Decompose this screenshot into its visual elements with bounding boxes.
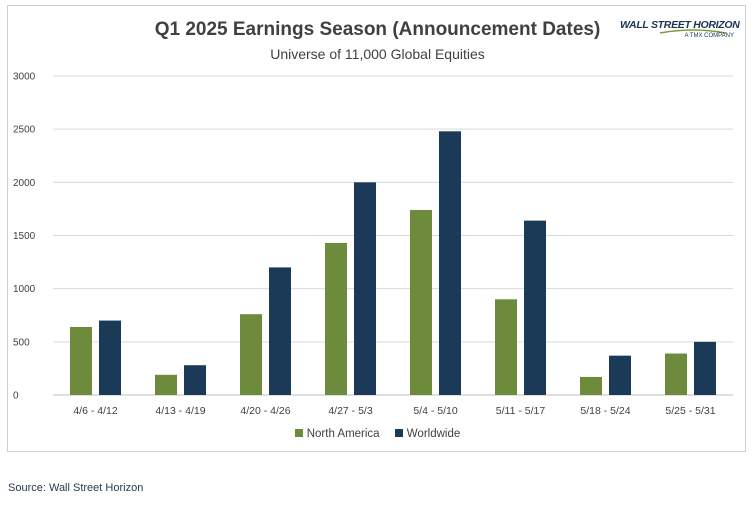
chart-subtitle: Universe of 11,000 Global Equities [270, 46, 485, 62]
bar-north-america [70, 326, 92, 395]
bar-worldwide [269, 267, 291, 395]
chart-title: Q1 2025 Earnings Season (Announcement Da… [154, 19, 601, 40]
x-tick-label: 4/27 - 5/3 [328, 405, 373, 417]
y-tick-label: 0 [13, 391, 19, 402]
legend-label-north-america: North America [306, 428, 380, 440]
y-tick-label: 2500 [13, 125, 36, 136]
legend-item-north-america: North America [294, 428, 380, 440]
source-note: Source: Wall Street Horizon [8, 482, 144, 494]
bar-north-america [155, 374, 177, 395]
y-tick-label: 1500 [13, 231, 36, 242]
x-tick-label: 5/11 - 5/17 [496, 405, 546, 417]
x-tick-label: 5/4 - 5/10 [413, 405, 458, 417]
legend-item-worldwide: Worldwide [394, 428, 461, 440]
legend-label-worldwide: Worldwide [406, 428, 461, 440]
x-tick-label: 5/18 - 5/24 [580, 405, 630, 417]
y-tick-label: 500 [13, 337, 30, 348]
logo-sub-text: A TMX COMPANY [684, 33, 734, 39]
y-tick-label: 3000 [13, 72, 36, 83]
x-tick-label: 5/25 - 5/31 [665, 405, 715, 417]
logo-main-text: WALL STREET HORIZON [620, 19, 740, 31]
logo-swoosh-icon [659, 29, 727, 34]
wall-street-horizon-logo: WALL STREET HORIZON A TMX COMPANY [620, 19, 740, 49]
bar-worldwide [609, 355, 631, 395]
bar-worldwide [439, 131, 461, 395]
legend-swatch-north-america [294, 429, 303, 437]
bar-north-america [665, 353, 687, 395]
chart-frame: Q1 2025 Earnings Season (Announcement Da… [7, 5, 746, 452]
bar-worldwide [184, 365, 206, 395]
x-tick-label: 4/6 - 4/12 [73, 405, 118, 417]
bar-worldwide [694, 341, 716, 395]
bar-worldwide [99, 320, 121, 395]
bar-north-america [580, 376, 602, 395]
bar-north-america [495, 299, 517, 395]
bar-worldwide [524, 220, 546, 395]
bar-north-america [410, 209, 432, 395]
legend-swatch-worldwide [394, 429, 403, 437]
y-tick-label: 1000 [13, 284, 36, 295]
x-tick-label: 4/13 - 4/19 [155, 405, 205, 417]
y-tick-label: 2000 [13, 178, 36, 189]
x-tick-label: 4/20 - 4/26 [240, 405, 290, 417]
bar-north-america [325, 242, 347, 395]
bar-north-america [240, 314, 262, 395]
bar-chart-plot: 3000 2500 2000 1500 1000 500 0 4/6 - 4/12 4/13 -… [13, 72, 733, 417]
bar-worldwide [354, 182, 376, 395]
chart-legend: North America Worldwide [8, 428, 747, 440]
